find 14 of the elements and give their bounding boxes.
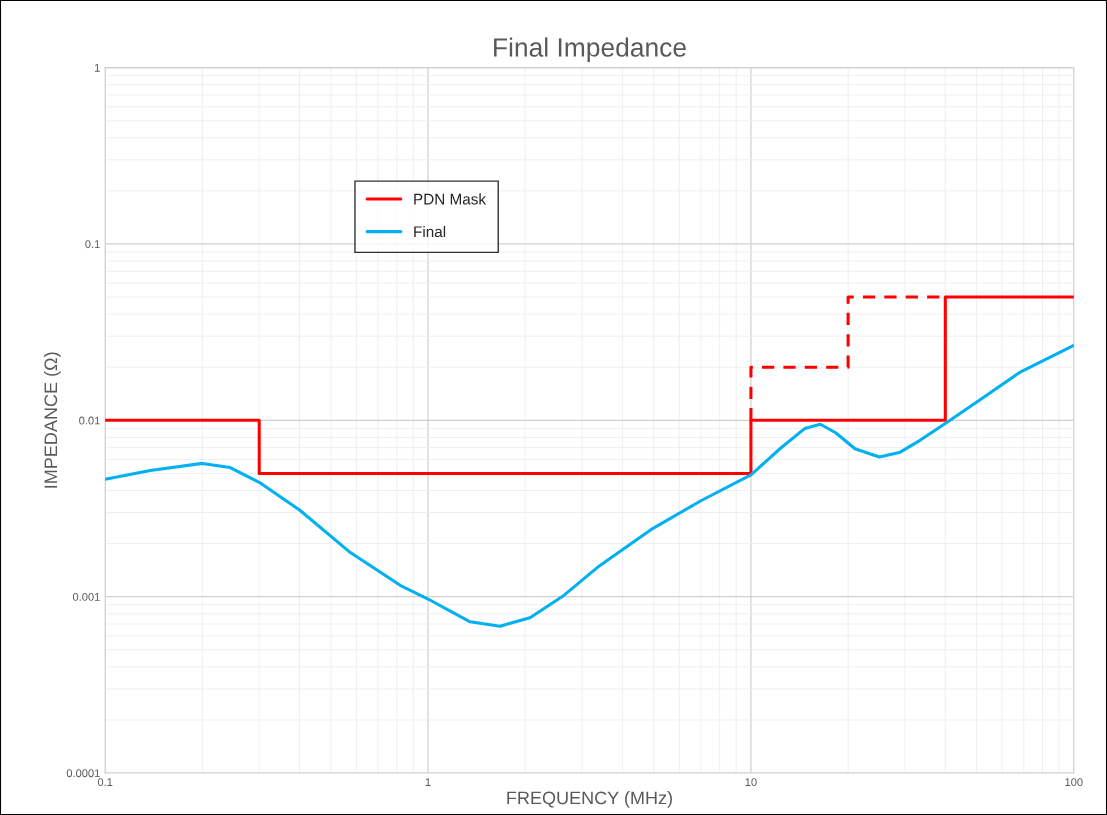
chart-title: Final Impedance	[494, 37, 686, 63]
y-axis-title: IMPEDANCE (Ω)	[43, 352, 61, 488]
legend-label: Final	[414, 225, 446, 238]
x-tick-label: 10	[745, 778, 757, 787]
x-tick-label: 0.1	[97, 778, 113, 787]
y-tick-label: 0.001	[72, 592, 100, 601]
y-tick-label: 0.1	[85, 240, 100, 249]
y-tick-label: 0.01	[79, 416, 100, 425]
y-tick-label: 0.0001	[66, 769, 100, 778]
x-tick-label: 1	[425, 778, 431, 786]
x-axis-title: FREQUENCY (MHz)	[507, 791, 672, 808]
y-tick-label: 1	[94, 64, 100, 72]
legend-label: PDN Mask	[414, 193, 487, 205]
x-tick-label: 100	[1065, 778, 1083, 787]
